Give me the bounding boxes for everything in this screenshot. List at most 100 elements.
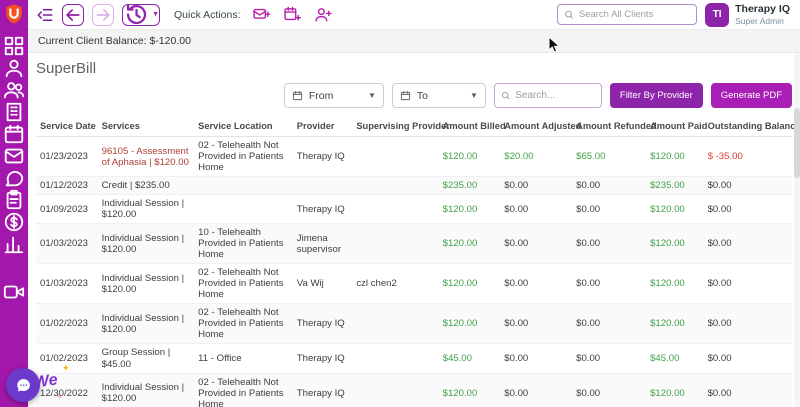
sidebar-nav [0,35,28,255]
chat-icon[interactable] [0,167,28,189]
calendar-icon [400,90,411,101]
amount-billed-cell: $120.00 [438,136,501,178]
scrollbar-track[interactable] [794,53,800,407]
superbill-table: Service Date Services Service Location Prov… [36,116,800,407]
client-search-box[interactable] [557,4,698,25]
amount-paid-cell: $120.00 [646,136,704,178]
amount-refunded-cell: $0.00 [572,263,647,305]
scrollbar-thumb[interactable] [794,108,800,178]
chat-launcher-button[interactable] [6,368,40,402]
provider-cell [292,176,353,196]
search-icon [501,90,510,101]
service-date-cell: 01/23/2023 [36,136,98,178]
service-date-cell: 01/12/2023 [36,176,98,196]
chat-bubble-icon [16,378,30,392]
client-search-input[interactable] [578,9,691,20]
client-balance-bar: Current Client Balance: $-120.00 [28,30,800,53]
outstanding-balance-cell: $0.00 [703,176,792,196]
video-icon[interactable] [0,281,28,303]
amount-refunded-cell: $0.00 [572,194,647,225]
mail-plus-icon[interactable] [252,6,271,23]
client-balance-text: Current Client Balance: $-120.00 [38,35,191,47]
table-row[interactable]: 01/02/2023 Group Session | $45.00 11 - Off… [36,343,792,374]
table-row[interactable]: 01/23/2023 96105 - Assessment of Aphasia … [36,136,792,178]
table-body: 01/23/2023 96105 - Assessment of Aphasia … [36,136,792,407]
amount-refunded-cell: $0.00 [572,343,647,374]
services-cell: Individual Session | $120.00 [97,194,195,225]
back-button[interactable] [62,3,84,26]
organization-icon[interactable] [0,101,28,123]
dashboard-icon[interactable] [0,35,28,57]
history-button[interactable]: ▼ [122,3,160,26]
user-name: Therapy IQ [735,3,790,16]
quick-actions-label: Quick Actions: [174,8,241,21]
clients-icon[interactable] [0,57,28,79]
table-row[interactable]: 01/09/2023 Individual Session | $120.00 Th… [36,194,792,225]
mail-icon[interactable] [0,145,28,167]
chevron-down-icon: ▼ [367,91,376,100]
chevron-down-icon: ▼ [469,91,478,100]
collapse-sidebar-icon[interactable] [36,6,54,24]
services-cell: Individual Session | $120.00 [97,373,195,407]
table-row[interactable]: 01/02/2023 Individual Session | $120.00 02… [36,303,792,345]
table-search-box[interactable] [493,83,602,108]
table-search-input[interactable] [515,90,595,101]
column-header: Services [97,116,195,137]
table-row[interactable]: 12/30/2022 Individual Session | $120.00 02… [36,373,792,407]
service-location-cell [194,194,293,225]
from-date-select[interactable]: From ▼ [283,83,384,108]
service-location-cell: 02 - Telehealth Not Provided in Patients… [194,136,293,178]
to-label: To [416,89,428,102]
notes-icon[interactable] [0,189,28,211]
calendar-plus-icon[interactable] [283,6,301,23]
amount-adjusted-cell: $20.00 [500,136,573,178]
outstanding-balance-cell: $0.00 [703,223,792,265]
supervising-provider-cell [352,343,439,374]
services-cell: Individual Session | $120.00 [97,263,195,305]
services-cell: Individual Session | $120.00 [97,303,195,345]
provider-cell: Therapy IQ [292,373,353,407]
provider-cell: Jimena supervisor [292,223,353,265]
billing-icon[interactable] [0,211,28,233]
service-location-cell: 11 - Office [194,343,293,374]
calendar-icon [292,90,303,101]
supervising-provider-cell [352,373,439,407]
table-row[interactable]: 01/03/2023 Individual Session | $120.00 10… [36,223,792,265]
provider-cell: Therapy IQ [292,343,353,374]
column-header: Amount Billed [438,116,506,137]
user-plus-icon[interactable] [314,6,332,23]
amount-adjusted-cell: $0.00 [500,176,573,196]
column-header: Service Date [36,116,98,137]
from-label: From [308,89,334,102]
generate-pdf-button[interactable]: Generate PDF [710,83,792,108]
provider-cell: Therapy IQ [292,303,353,345]
calendar-icon[interactable] [0,123,28,145]
service-location-cell: 02 - Telehealth Not Provided in Patients… [194,373,293,407]
amount-adjusted-cell: $0.00 [500,223,573,265]
amount-adjusted-cell: $0.00 [500,343,573,374]
groups-icon[interactable] [0,79,28,101]
forward-button[interactable] [92,3,114,26]
amount-paid-cell: $120.00 [646,303,704,345]
service-date-cell: 01/09/2023 [36,194,98,225]
services-cell: Credit | $235.00 [97,176,195,196]
amount-adjusted-cell: $0.00 [500,194,573,225]
reports-icon[interactable] [0,233,28,255]
amount-billed-cell: $120.00 [438,263,501,305]
table-row[interactable]: 01/12/2023 Credit | $235.00 $235.00 $0.00 $0… [36,176,792,196]
outstanding-balance-cell: $0.00 [703,194,792,225]
amount-paid-cell: $120.00 [646,373,704,407]
outstanding-balance-cell: $ -35.00 [703,136,792,178]
amount-billed-cell: $120.00 [438,223,501,265]
supervising-provider-cell [352,176,439,196]
to-date-select[interactable]: To ▼ [391,83,486,108]
service-location-cell [194,176,293,196]
service-location-cell: 10 - Telehealth Provided in Patients Hom… [194,223,293,265]
table-row[interactable]: 01/03/2023 Individual Session | $120.00 02… [36,263,792,305]
filter-by-provider-button[interactable]: Filter By Provider [609,83,703,108]
services-cell: Individual Session | $120.00 [97,223,195,265]
provider-cell: Therapy IQ [292,136,353,178]
user-menu[interactable]: TI Therapy IQ Super Admin [705,2,792,27]
app-logo-icon [6,4,22,24]
